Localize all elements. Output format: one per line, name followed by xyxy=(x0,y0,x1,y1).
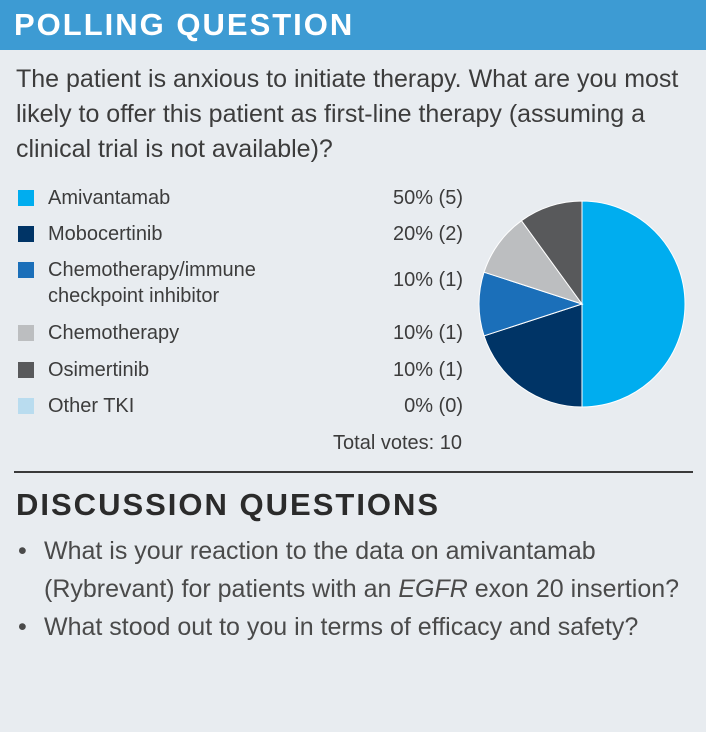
legend-row-mobocertinib: Mobocertinib 20% (2) xyxy=(18,221,463,247)
pie-slice-osimertinib xyxy=(520,200,583,306)
legend-label: Mobocertinib xyxy=(48,223,163,245)
legend-row-osimertinib: Osimertinib 10% (1) xyxy=(18,357,463,383)
legend-row-chemotherapy: Chemotherapy 10% (1) xyxy=(18,320,463,346)
legend-swatch xyxy=(18,362,34,378)
legend-swatch xyxy=(18,325,34,341)
section-divider xyxy=(14,471,693,473)
discussion-list: • What is your reaction to the data on a… xyxy=(18,532,698,646)
discussion-text: What stood out to you in terms of effica… xyxy=(44,613,639,641)
legend-label: Chemotherapy xyxy=(48,322,180,344)
legend-swatch xyxy=(18,226,34,242)
discussion-title: DISCUSSION QUESTIONS xyxy=(16,487,441,522)
bullet-dot: • xyxy=(18,613,27,641)
bullet-dot: • xyxy=(18,537,27,565)
legend-swatch xyxy=(18,190,34,206)
legend-swatch xyxy=(18,262,34,278)
discussion-item: • What stood out to you in terms of effi… xyxy=(18,608,706,646)
total-votes: Total votes: 10 xyxy=(333,432,462,454)
legend-label: Amivantamab xyxy=(48,187,171,209)
legend-label: Osimertinib xyxy=(48,359,150,381)
legend-value: 20% (2) xyxy=(392,223,463,245)
polling-title: POLLING QUESTION xyxy=(14,7,355,42)
legend-value: 10% (1) xyxy=(392,359,463,381)
legend-value: 10% (1) xyxy=(392,322,463,344)
polling-question-text: The patient is anxious to initiate thera… xyxy=(16,65,679,163)
legend-value: 10% (1) xyxy=(392,269,463,291)
discussion-text: What is your reaction to the data on ami… xyxy=(44,537,596,603)
legend-swatch xyxy=(18,398,34,414)
discussion-text-end: exon 20 insertion? xyxy=(467,575,680,603)
pie-slice-amivantamab xyxy=(581,200,686,408)
legend-row-amivantamab: Amivantamab 50% (5) xyxy=(18,185,463,211)
discussion-item: • What is your reaction to the data on a… xyxy=(18,532,684,608)
legend-row-chemo-immune: Chemotherapy/immune checkpoint inhibitor… xyxy=(18,257,463,311)
legend-value: 50% (5) xyxy=(392,187,463,209)
pie-chart xyxy=(478,200,686,408)
discussion-italic: EGFR xyxy=(398,575,468,603)
polling-header: POLLING QUESTION xyxy=(0,0,706,50)
pie-slice-mobocertinib xyxy=(483,303,583,408)
legend-value: 0% (0) xyxy=(404,395,463,417)
legend-label: Chemotherapy/immune checkpoint inhibitor xyxy=(48,259,256,307)
legend-label: Other TKI xyxy=(48,395,135,417)
legend-row-other-tki: Other TKI 0% (0) xyxy=(18,393,463,419)
